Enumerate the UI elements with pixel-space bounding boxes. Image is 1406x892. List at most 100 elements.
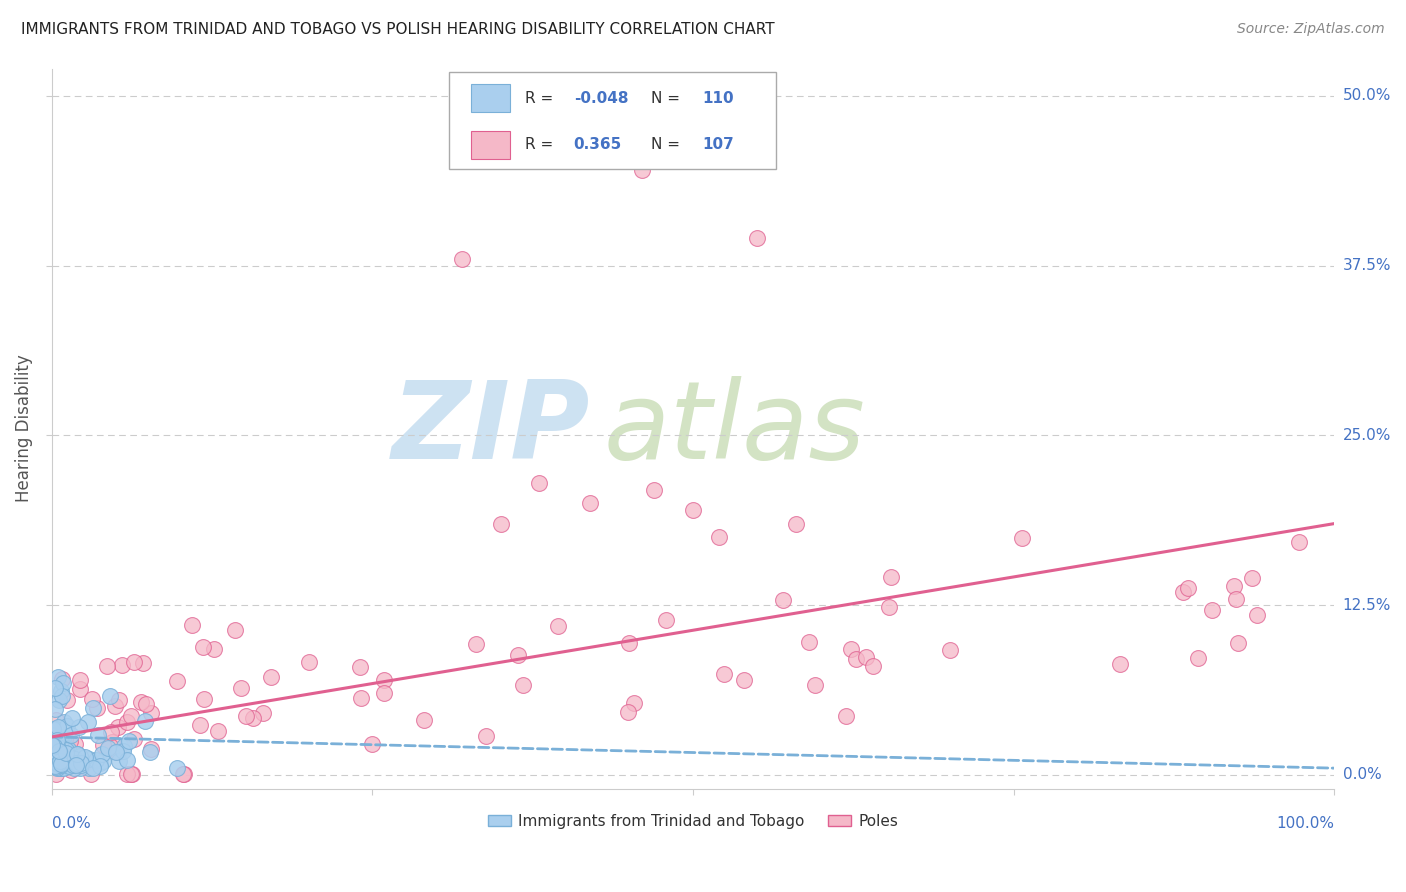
Text: 37.5%: 37.5% (1343, 258, 1391, 273)
Point (49, 683, 72, 698)
Point (55, 746, 77, 760)
Point (104, 699, 127, 714)
Point (98, 739, 121, 754)
Point (86, 701, 108, 715)
Point (51, 737, 73, 751)
Point (53, 757, 76, 772)
Point (252, 706, 274, 721)
Point (89, 756, 111, 771)
Point (118, 734, 141, 748)
Point (65, 758, 87, 772)
Point (58, 759, 80, 773)
Point (63, 751, 86, 765)
Point (45, 760, 67, 774)
Point (46, 739, 69, 754)
Text: 110: 110 (702, 91, 734, 105)
Point (77, 761, 100, 775)
Point (49, 754, 72, 768)
Point (100, 735, 122, 749)
Point (91, 747, 114, 761)
Text: N =: N = (651, 91, 679, 105)
Point (58, 757, 80, 772)
Point (745, 231, 768, 245)
Point (58, 743, 80, 757)
Point (55, 743, 77, 757)
Point (97, 741, 120, 756)
Text: atlas: atlas (603, 376, 865, 481)
Point (42, 739, 65, 753)
Point (80, 692, 103, 706)
Point (51, 754, 73, 768)
Point (62, 756, 84, 771)
Point (89, 759, 111, 773)
Point (70, 759, 93, 773)
Point (643, 483, 665, 497)
Point (55, 758, 77, 772)
Point (655, 613, 678, 627)
Point (86, 753, 108, 767)
Point (224, 624, 246, 638)
Point (58, 742, 80, 756)
Point (48, 744, 70, 758)
Point (166, 761, 188, 775)
Point (135, 697, 157, 711)
Point (115, 766, 138, 780)
Point (298, 656, 321, 670)
Point (1223, 579, 1246, 593)
Point (69, 720, 91, 734)
Point (527, 475, 550, 490)
Point (77, 715, 100, 730)
Point (188, 718, 211, 732)
Point (785, 516, 807, 531)
Point (45, 713, 67, 727)
Point (66, 747, 89, 762)
Point (51, 672, 73, 686)
Point (41, 728, 63, 742)
Point (202, 642, 225, 657)
Point (132, 657, 155, 671)
Text: -0.048: -0.048 (574, 91, 628, 105)
Point (42, 736, 65, 750)
Point (91, 755, 114, 769)
Point (1187, 651, 1209, 665)
Point (139, 742, 162, 756)
Point (630, 163, 652, 178)
Point (59, 728, 82, 742)
Point (69, 673, 91, 687)
Point (229, 681, 252, 695)
Point (129, 695, 152, 709)
Point (65, 756, 87, 771)
Text: R =: R = (524, 91, 553, 105)
Point (1288, 534, 1310, 549)
Point (82, 761, 104, 775)
Point (181, 617, 204, 632)
Point (69, 756, 91, 770)
Text: R =: R = (524, 137, 553, 153)
Point (373, 686, 395, 700)
Text: ZIP: ZIP (392, 376, 591, 482)
Point (235, 709, 257, 723)
Point (59, 756, 82, 771)
Point (52, 751, 75, 765)
Point (855, 649, 877, 664)
Point (46, 720, 69, 734)
Point (60, 755, 83, 769)
Point (42, 746, 65, 760)
Point (617, 705, 640, 719)
Point (62, 758, 84, 772)
Point (834, 709, 856, 723)
Point (51, 758, 73, 772)
Point (80, 766, 103, 780)
Point (42, 755, 65, 769)
Point (41, 756, 63, 770)
Text: IMMIGRANTS FROM TRINIDAD AND TOBAGO VS POLISH HEARING DISABILITY CORRELATION CHA: IMMIGRANTS FROM TRINIDAD AND TOBAGO VS P… (21, 22, 775, 37)
Point (55, 693, 77, 707)
Point (845, 652, 868, 666)
Point (506, 648, 529, 662)
Point (361, 737, 384, 751)
Point (1240, 571, 1263, 585)
Point (1108, 657, 1130, 672)
Point (44, 748, 66, 763)
Point (53, 760, 76, 774)
Point (48, 758, 70, 772)
